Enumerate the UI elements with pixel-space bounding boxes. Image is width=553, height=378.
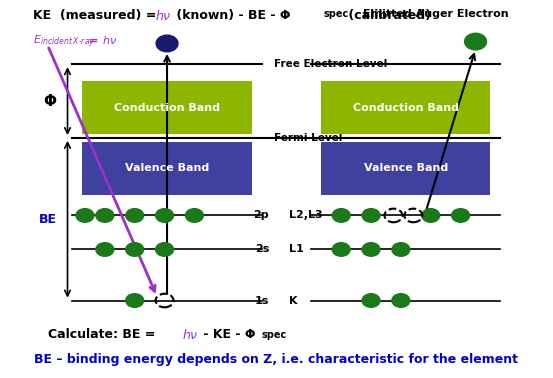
Circle shape — [465, 33, 487, 50]
Text: (calibrated): (calibrated) — [343, 9, 431, 22]
Text: BE: BE — [39, 213, 56, 226]
Circle shape — [332, 243, 350, 256]
Circle shape — [126, 294, 144, 307]
Text: E$_{incident\,X\text{-}ray}$: E$_{incident\,X\text{-}ray}$ — [33, 34, 95, 50]
Circle shape — [332, 209, 350, 222]
Circle shape — [362, 294, 380, 307]
FancyBboxPatch shape — [321, 81, 491, 134]
Text: spec: spec — [324, 9, 349, 19]
Circle shape — [392, 243, 410, 256]
Text: KE  (measured) =: KE (measured) = — [33, 9, 160, 22]
Circle shape — [362, 209, 380, 222]
FancyBboxPatch shape — [321, 142, 491, 195]
Text: L1: L1 — [289, 245, 304, 254]
Text: 2p: 2p — [253, 211, 269, 220]
Text: Valence Band: Valence Band — [364, 163, 448, 173]
Text: BE – binding energy depends on Z, i.e. characteristic for the element: BE – binding energy depends on Z, i.e. c… — [34, 353, 519, 366]
FancyBboxPatch shape — [82, 81, 252, 134]
Text: Conduction Band: Conduction Band — [353, 103, 459, 113]
Circle shape — [96, 209, 114, 222]
Circle shape — [126, 243, 144, 256]
Circle shape — [96, 243, 114, 256]
Circle shape — [155, 243, 174, 256]
Circle shape — [76, 209, 94, 222]
Text: 1s: 1s — [255, 296, 269, 305]
Text: Fermi Level: Fermi Level — [274, 133, 342, 143]
Text: L2,L3: L2,L3 — [289, 211, 322, 220]
Text: Emitted Auger Electron: Emitted Auger Electron — [363, 9, 509, 19]
Text: Free Electron Level: Free Electron Level — [274, 59, 387, 69]
FancyBboxPatch shape — [82, 142, 252, 195]
Circle shape — [392, 294, 410, 307]
Circle shape — [362, 243, 380, 256]
Circle shape — [452, 209, 469, 222]
Text: K: K — [289, 296, 298, 305]
Text: $h\nu$: $h\nu$ — [182, 327, 199, 342]
Circle shape — [156, 35, 178, 52]
Text: Valence Band: Valence Band — [125, 163, 209, 173]
Circle shape — [422, 209, 440, 222]
Circle shape — [155, 209, 174, 222]
Text: Calculate: BE =: Calculate: BE = — [48, 328, 159, 341]
Text: (known) - BE - Φ: (known) - BE - Φ — [172, 9, 290, 22]
Text: spec: spec — [262, 330, 287, 339]
Circle shape — [185, 209, 204, 222]
Circle shape — [126, 209, 144, 222]
Text: $h\nu$: $h\nu$ — [155, 9, 171, 23]
Text: Conduction Band: Conduction Band — [114, 103, 220, 113]
Text: Φ: Φ — [44, 94, 56, 108]
Text: = $h\nu$: = $h\nu$ — [85, 34, 117, 46]
Text: 2s: 2s — [255, 245, 269, 254]
Text: - KE - Φ: - KE - Φ — [200, 328, 256, 341]
